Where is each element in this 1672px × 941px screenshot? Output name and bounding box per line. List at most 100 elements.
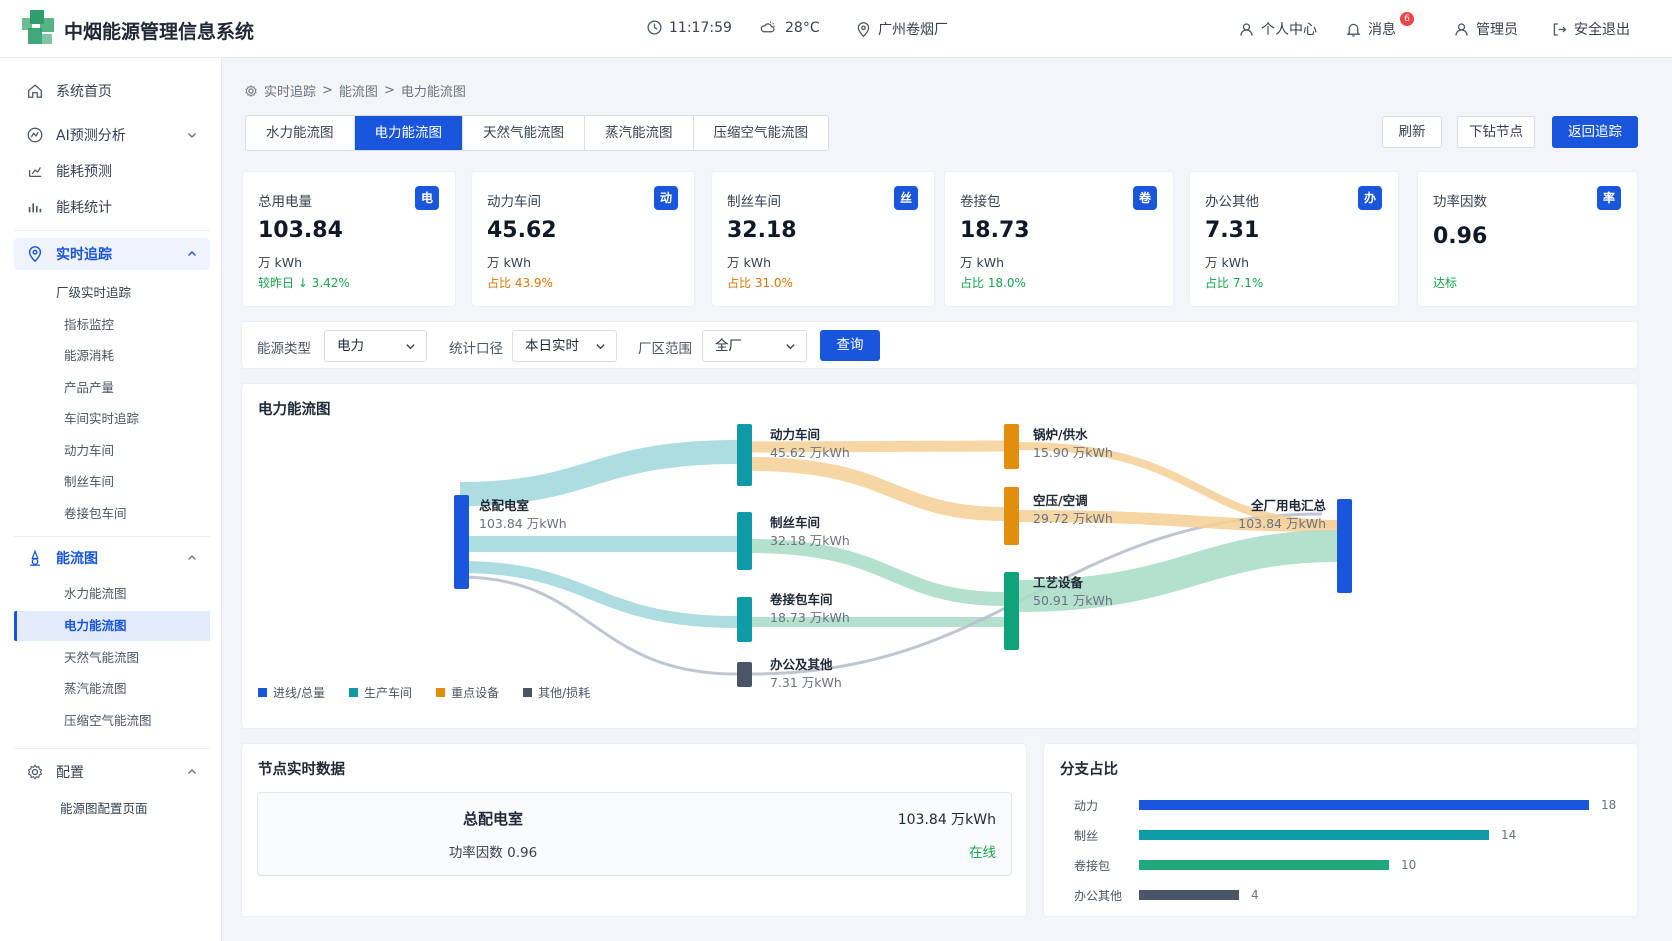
sankey-diagram: 总配电室 103.84 万kWh 动力车间 45.62 万kWh 制丝车间 32… [454,424,1352,690]
location: 广州卷烟厂 [855,19,948,39]
sidebar-item-home[interactable]: 系统首页 [14,75,210,107]
sidebar-item-forecast[interactable]: 能耗预测 [14,155,210,187]
card-unit: 万 kWh [258,255,302,270]
sidebar-item-config[interactable]: 配置 [14,756,210,788]
branch-bar[interactable] [1139,800,1589,810]
sidebar-item-label: 能流图 [56,551,98,567]
sidebar-sub-packing[interactable]: 卷接包车间 [64,506,127,521]
sidebar-sub-consumption[interactable]: 能源消耗 [64,348,115,363]
branch-bar-row: 制丝 14 [1074,828,1516,843]
card-title: 功率因数 [1433,194,1487,210]
logout-link[interactable]: 安全退出 [1551,19,1630,39]
branch-bar[interactable] [1139,830,1489,840]
card-note: 较昨日 ↓ 3.42% [258,276,350,290]
messages-label: 消息 [1368,22,1396,38]
flow-link-process-summary [1017,530,1338,612]
panel-title: 电力能流图 [258,402,331,418]
sidebar-item-label: AI预测分析 [56,128,126,144]
sidebar-sub-air-flow[interactable]: 压缩空气能流图 [64,713,152,728]
refresh-button[interactable]: 刷新 [1382,116,1442,148]
sankey-node-power[interactable] [737,424,752,486]
user-menu[interactable]: 管理员 [1453,19,1518,39]
sankey-node-process[interactable] [1004,572,1019,650]
sidebar-sub-steam-flow[interactable]: 蒸汽能流图 [64,681,127,696]
energy-type-select[interactable]: 电力 [324,330,427,362]
branch-bar[interactable] [1139,890,1239,900]
area-label: 厂区范围 [638,341,692,357]
sidebar-item-ai[interactable]: AI预测分析 [14,119,210,151]
sidebar-sub-gas-flow[interactable]: 天然气能流图 [64,650,140,665]
flow-link-main-power [459,440,738,506]
card-title: 办公其他 [1205,194,1259,210]
card-title: 卷接包 [960,194,1001,210]
node-value: 32.18 万kWh [770,533,850,548]
sidebar-sub-primary[interactable]: 制丝车间 [64,474,115,489]
legend-item[interactable]: 重点设备 [436,684,499,701]
branch-bar-label: 办公其他 [1074,888,1123,903]
card-note: 占比 7.1% [1205,276,1264,290]
sidebar-sub-water-flow[interactable]: 水力能流图 [64,586,127,601]
sidebar-sub-electric-flow[interactable]: 电力能流图 [14,611,210,641]
chevron-down-icon [406,344,415,350]
logout-label: 安全退出 [1574,22,1630,38]
sidebar-sub-output[interactable]: 产品产量 [64,380,115,395]
top-header: 中烟能源管理信息系统 11:17:59 28°C 广州卷烟厂 个人中心 消息 6… [0,0,1672,58]
sidebar-item-flow[interactable]: 能流图 [14,542,210,574]
sankey-node-office[interactable] [737,662,752,687]
legend-item[interactable]: 其他/损耗 [523,684,590,701]
sankey-node-main[interactable] [454,495,469,589]
sankey-node-primary[interactable] [737,512,752,570]
chevron-down-icon [188,133,196,138]
breadcrumb-item[interactable]: 实时追踪 [264,85,317,100]
back-to-tracking-button[interactable]: 返回追踪 [1552,116,1638,148]
node-value: 45.62 万kWh [770,445,850,460]
flow-link-power-boiler [751,440,1005,453]
sidebar-item-label: 实时追踪 [56,247,112,263]
node-value: 50.91 万kWh [1033,593,1113,608]
node-value: 7.31 万kWh [770,675,842,690]
clock: 11:17:59 [646,19,732,36]
sidebar-sub-plant-realtime[interactable]: 厂级实时追踪 [56,285,132,300]
legend-item[interactable]: 进线/总量 [258,684,325,701]
sidebar-sub-power[interactable]: 动力车间 [64,443,115,458]
breadcrumb-separator: > [322,83,333,98]
node-value: 18.73 万kWh [770,610,850,625]
messages-link[interactable]: 消息 6 [1345,12,1414,39]
legend-item[interactable]: 生产车间 [349,684,412,701]
drill-node-button[interactable]: 下钻节点 [1457,116,1535,148]
node-label: 办公及其他 [770,657,833,672]
clock-icon [647,20,662,35]
tab-electric-flow[interactable]: 电力能流图 [354,116,463,150]
node-label: 制丝车间 [770,515,820,530]
query-button[interactable]: 查询 [820,330,880,361]
panel-title: 节点实时数据 [258,762,345,778]
chevron-down-icon [786,344,795,350]
node-label: 空压/空调 [1033,493,1088,508]
sankey-node-summary[interactable] [1337,499,1352,593]
sidebar-item-stats[interactable]: 能耗统计 [14,191,210,223]
branch-bar-row: 卷接包 10 [1074,858,1416,873]
filter-bar: 能源类型 电力 统计口径 本日实时 厂区范围 全厂 查询 [241,321,1638,369]
sidebar-sub-config-page[interactable]: 能源图配置页面 [60,801,148,816]
sidebar-item-realtime[interactable]: 实时追踪 [14,238,210,270]
tab-gas-flow[interactable]: 天然气能流图 [463,116,585,150]
sankey-node-hvac[interactable] [1004,487,1019,545]
breadcrumb-item[interactable]: 能流图 [338,85,378,100]
tab-water-flow[interactable]: 水力能流图 [246,116,355,150]
period-label: 统计口径 [449,341,503,357]
stat-card-power-shop: 动力车间 动 45.62 万 kWh 占比 43.9% [471,171,695,307]
card-value: 32.18 [727,218,797,243]
sankey-node-packing[interactable] [737,597,752,642]
sankey-node-boiler[interactable] [1004,424,1019,469]
branch-bar[interactable] [1139,860,1389,870]
sidebar-sub-workshop[interactable]: 车间实时追踪 [64,411,140,426]
tab-steam-flow[interactable]: 蒸汽能流图 [585,116,694,150]
sidebar-sub-kpi[interactable]: 指标监控 [64,317,115,332]
area-select[interactable]: 全厂 [702,330,807,362]
gear-icon [245,84,257,97]
profile-link[interactable]: 个人中心 [1238,19,1317,39]
card-badge-icon: 丝 [894,186,918,210]
tab-air-flow[interactable]: 压缩空气能流图 [713,125,809,141]
period-select[interactable]: 本日实时 [512,330,617,362]
panel-title: 分支占比 [1060,762,1118,778]
